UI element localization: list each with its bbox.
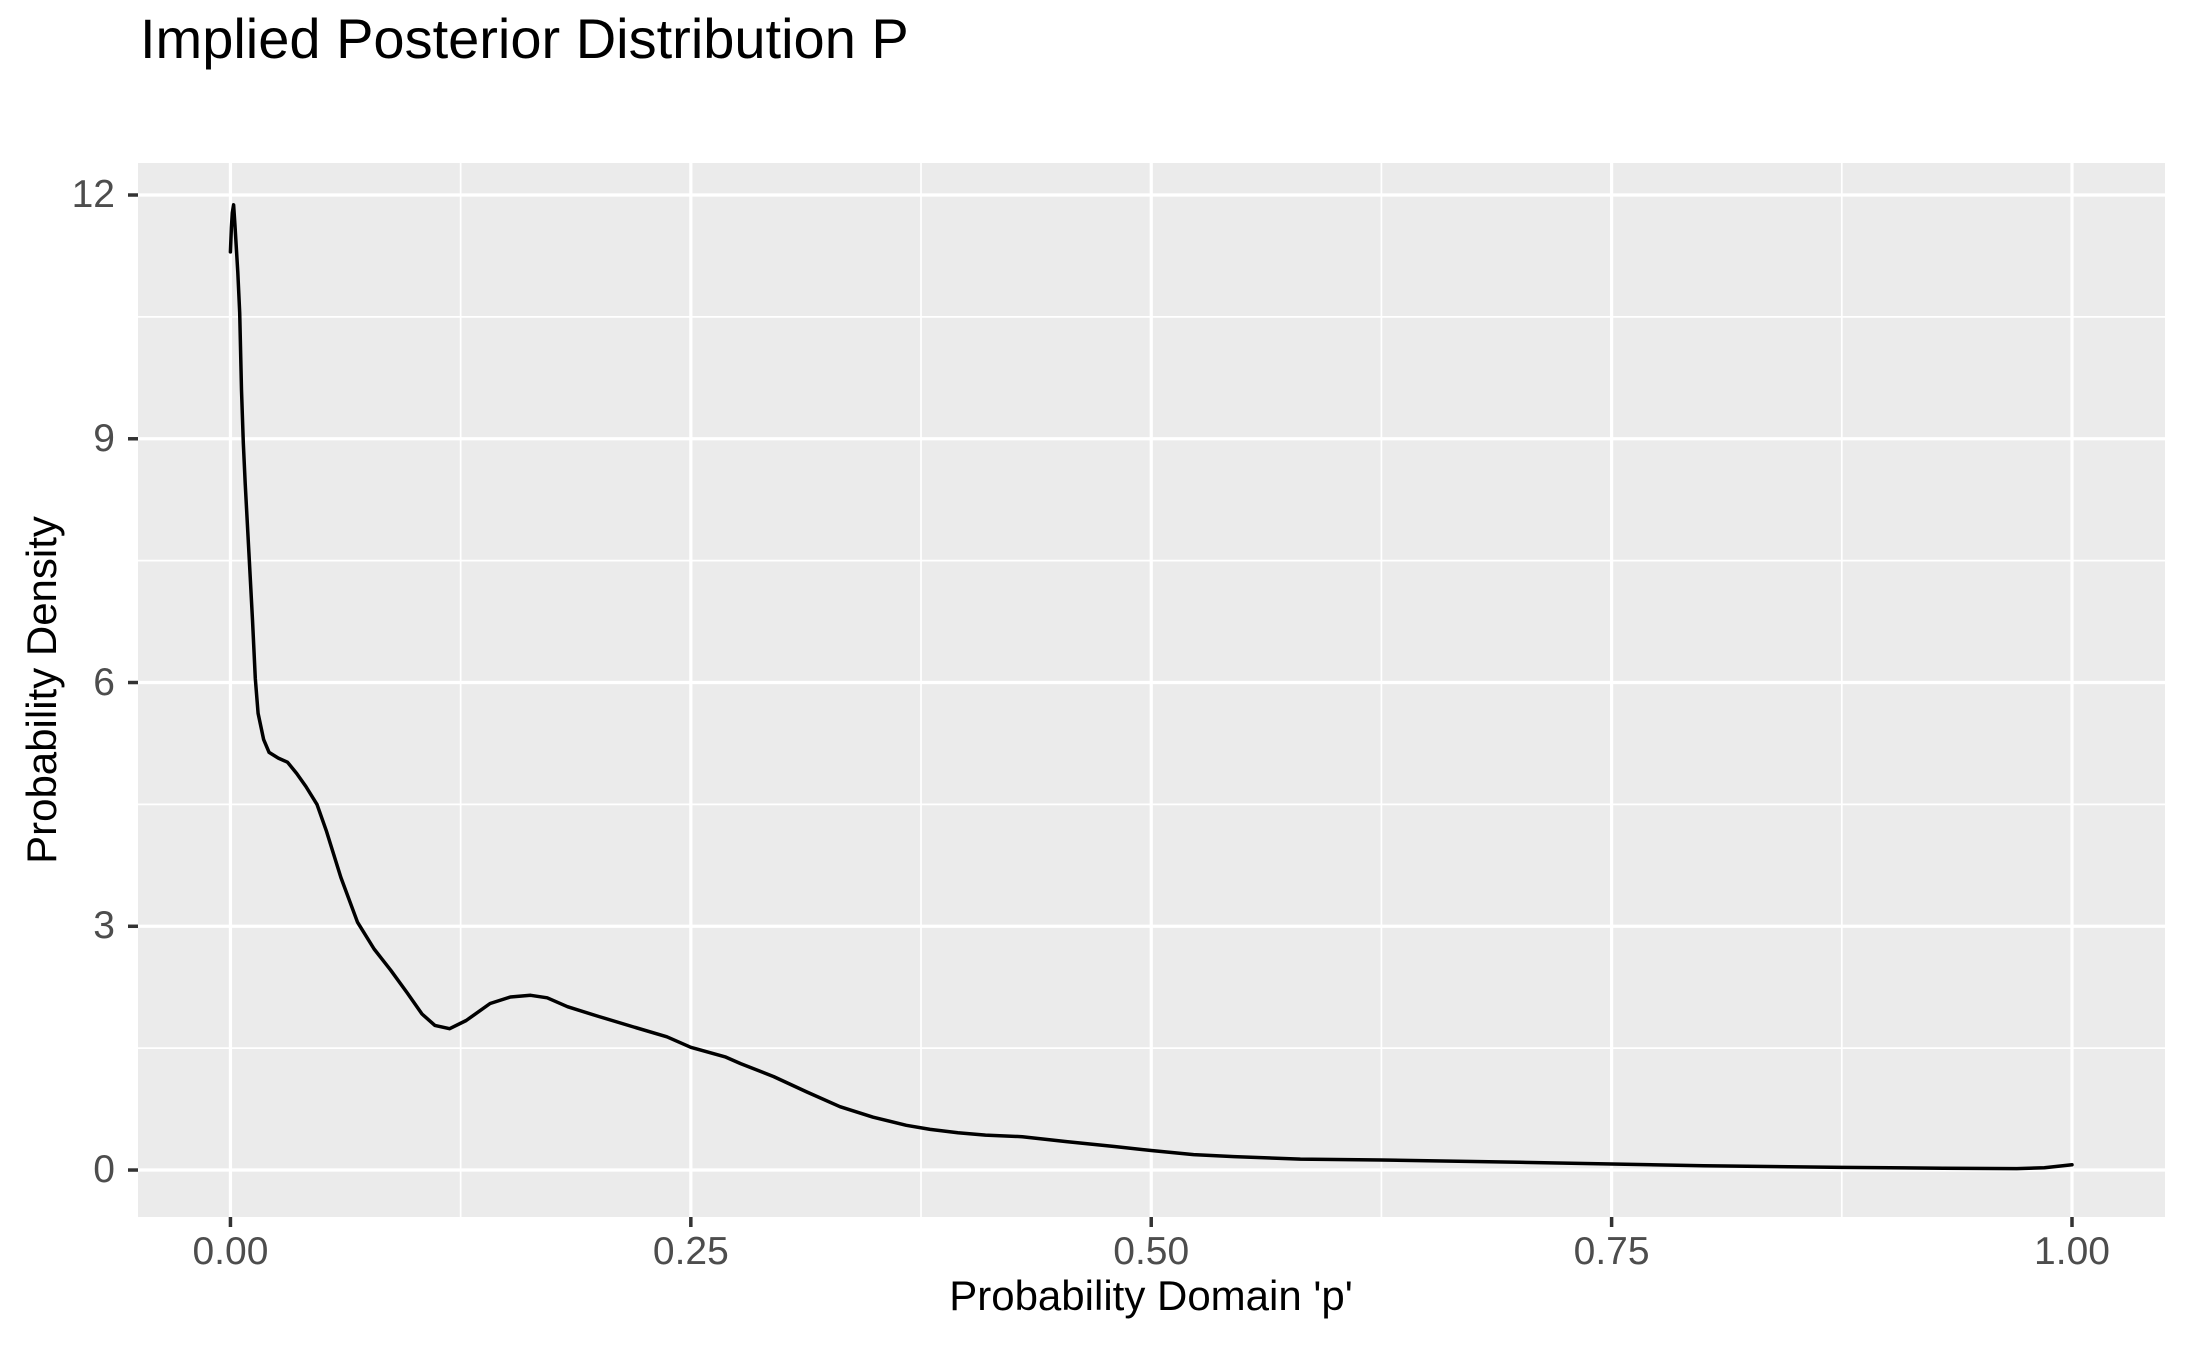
y-tick-label: 6 (93, 660, 115, 704)
x-tick-label: 0.75 (1573, 1230, 1650, 1273)
y-tick-label: 3 (93, 904, 115, 948)
x-tick-label: 0.25 (652, 1230, 729, 1273)
density-curve (228, 203, 2074, 1171)
y-tick-label: 9 (93, 416, 115, 460)
x-tick-label: 1.00 (2034, 1230, 2110, 1273)
y-tick-label: 12 (71, 173, 115, 216)
y-tick-label: 0 (93, 1148, 115, 1192)
x-axis-title: Probability Domain 'p' (949, 1272, 1353, 1319)
x-tick-label: 0.50 (1113, 1230, 1190, 1273)
plot-title: Implied Posterior Distribution P (140, 7, 909, 70)
x-tick-label: 0.00 (192, 1230, 269, 1273)
